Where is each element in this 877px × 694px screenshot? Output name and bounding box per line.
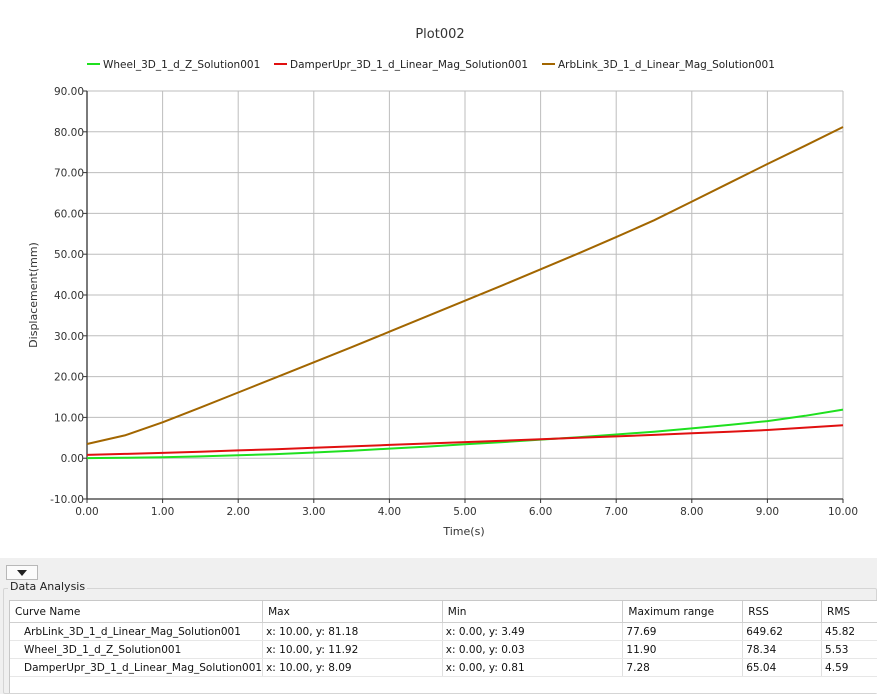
bottom-panel: Data Analysis Curve Name Max Min Maximum… — [0, 558, 877, 694]
column-header-rms[interactable]: RMS — [821, 601, 877, 623]
y-tick-label: 30.00 — [54, 331, 84, 343]
table-row[interactable]: Wheel_3D_1_d_Z_Solution001 x: 10.00, y: … — [10, 640, 877, 659]
column-header-curve-name[interactable]: Curve Name — [10, 601, 264, 623]
cell-rss: 78.34 — [742, 640, 823, 659]
x-tick-label: 5.00 — [453, 506, 476, 518]
y-tick-label: 90.00 — [54, 86, 84, 98]
x-axis-label: Time(s) — [442, 525, 484, 538]
x-tick-label: 1.00 — [151, 506, 174, 518]
series-line-2[interactable] — [86, 126, 844, 445]
axes — [83, 90, 844, 503]
cell-curve-name: Wheel_3D_1_d_Z_Solution001 — [10, 640, 264, 659]
cell-min: x: 0.00, y: 0.03 — [442, 640, 624, 659]
data-analysis-table-container[interactable]: Curve Name Max Min Maximum range RSS RMS… — [9, 600, 877, 693]
cell-min: x: 0.00, y: 0.81 — [442, 658, 624, 677]
cell-rss: 65.04 — [742, 658, 823, 677]
triangle-down-icon — [17, 569, 27, 576]
y-tick-label: 20.00 — [54, 372, 84, 384]
grid — [87, 90, 844, 499]
legend-label-1: DamperUpr_3D_1_d_Linear_Mag_Solution001 — [290, 59, 528, 71]
data-analysis-table: Curve Name Max Min Maximum range RSS RMS… — [10, 601, 877, 677]
chart-title: Plot002 — [415, 27, 464, 42]
cell-min: x: 0.00, y: 3.49 — [442, 622, 624, 641]
y-tick-labels: 90.00 80.00 70.00 60.00 50.00 40.00 30.00 20.00… — [50, 86, 84, 506]
x-tick-label: 3.00 — [302, 506, 325, 518]
x-tick-label: 0.00 — [75, 506, 98, 518]
cell-curve-name: ArbLink_3D_1_d_Linear_Mag_Solution001 — [10, 622, 264, 641]
series-line-0[interactable] — [86, 408, 844, 460]
x-tick-label: 7.00 — [605, 506, 628, 518]
y-tick-label: 10.00 — [54, 412, 84, 424]
cell-rms: 5.53 — [821, 640, 877, 659]
column-header-rss[interactable]: RSS — [742, 601, 823, 623]
x-tick-label: 8.00 — [680, 506, 703, 518]
cell-max: x: 10.00, y: 11.92 — [262, 640, 443, 659]
x-tick-label: 2.00 — [227, 506, 250, 518]
collapse-toggle-button[interactable] — [6, 565, 38, 580]
column-header-min[interactable]: Min — [442, 601, 624, 623]
cell-curve-name: DamperUpr_3D_1_d_Linear_Mag_Solution001 — [10, 658, 264, 677]
y-tick-label: 80.00 — [54, 127, 84, 139]
cell-rms: 45.82 — [821, 622, 877, 641]
legend-label-2: ArbLink_3D_1_d_Linear_Mag_Solution001 — [558, 59, 775, 71]
y-axis-label: Displacement(mm) — [27, 242, 40, 348]
y-tick-label: 70.00 — [54, 168, 84, 180]
cell-maximum-range: 11.90 — [622, 640, 744, 659]
series-lines[interactable] — [86, 126, 844, 460]
x-tick-label: 10.00 — [828, 506, 858, 518]
table-row[interactable]: ArbLink_3D_1_d_Linear_Mag_Solution001 x:… — [10, 622, 877, 641]
series-line-1[interactable] — [86, 424, 844, 456]
x-tick-label: 6.00 — [529, 506, 552, 518]
y-tick-label: 40.00 — [54, 290, 84, 302]
cell-maximum-range: 7.28 — [622, 658, 744, 677]
table-header-row: Curve Name Max Min Maximum range RSS RMS — [10, 601, 877, 623]
y-tick-label: 0.00 — [61, 453, 84, 465]
cell-rms: 4.59 — [821, 658, 877, 677]
data-analysis-title: Data Analysis — [8, 580, 88, 593]
table-row[interactable]: DamperUpr_3D_1_d_Linear_Mag_Solution001 … — [10, 658, 877, 677]
plot-area[interactable]: Plot002 Wheel_3D_1_d_Z_Solution001 Damper… — [0, 0, 877, 558]
column-header-max[interactable]: Max — [262, 601, 443, 623]
chart[interactable]: Plot002 Wheel_3D_1_d_Z_Solution001 Damper… — [0, 0, 877, 558]
cell-max: x: 10.00, y: 8.09 — [262, 658, 443, 677]
y-tick-label: -10.00 — [50, 494, 84, 506]
x-tick-label: 4.00 — [378, 506, 401, 518]
cell-max: x: 10.00, y: 81.18 — [262, 622, 443, 641]
column-header-maximum-range[interactable]: Maximum range — [622, 601, 744, 623]
cell-maximum-range: 77.69 — [622, 622, 744, 641]
cell-rss: 649.62 — [742, 622, 823, 641]
x-tick-label: 9.00 — [756, 506, 779, 518]
y-tick-label: 60.00 — [54, 208, 84, 220]
x-tick-labels: 0.00 1.00 2.00 3.00 4.00 5.00 6.00 7.00 8.00 9.00… — [75, 506, 858, 518]
y-tick-label: 50.00 — [54, 249, 84, 261]
legend[interactable]: Wheel_3D_1_d_Z_Solution001 DamperUpr_3D_1… — [87, 59, 775, 71]
legend-label-0: Wheel_3D_1_d_Z_Solution001 — [103, 59, 260, 71]
